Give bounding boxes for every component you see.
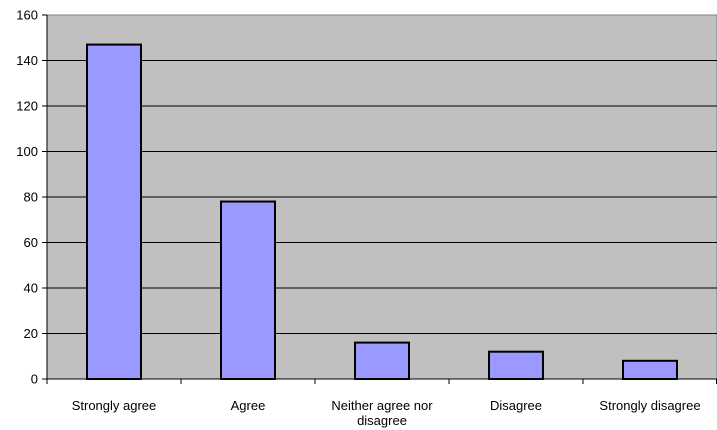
bar: [489, 352, 543, 379]
y-tick-label: 40: [24, 281, 38, 296]
y-tick-label: 60: [24, 235, 38, 250]
bar: [221, 202, 275, 379]
y-axis: 0 20 40 60 80 100 120 140 160: [16, 8, 47, 387]
bar: [355, 343, 409, 379]
y-tick-label: 100: [16, 144, 38, 159]
y-tick-label: 160: [16, 8, 38, 23]
x-axis: Strongly agree Agree Neither agree nordisa…: [47, 379, 717, 428]
x-tick-label: Strongly agree: [72, 398, 157, 413]
y-tick-label: 140: [16, 53, 38, 68]
x-tick-label: Disagree: [490, 398, 542, 413]
x-tick-label: Strongly disagree: [599, 398, 700, 413]
x-tick-label: Neither agree nor: [331, 398, 433, 413]
y-tick-label: 120: [16, 99, 38, 114]
y-tick-label: 20: [24, 326, 38, 341]
bar: [87, 45, 141, 379]
y-tick-label: 0: [31, 372, 38, 387]
x-tick-label: Agree: [231, 398, 266, 413]
y-tick-label: 80: [24, 190, 38, 205]
x-tick-label: disagree: [357, 413, 407, 428]
bar: [623, 361, 677, 379]
